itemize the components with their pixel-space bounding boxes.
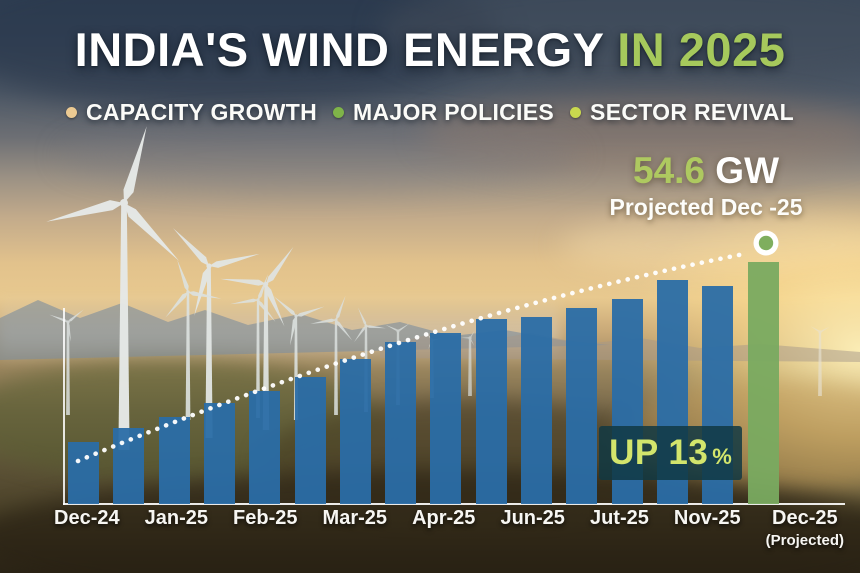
subtitle-label: MAJOR POLICIES [353, 99, 555, 125]
trend-dotted-line [75, 251, 747, 464]
bar [521, 317, 552, 504]
x-axis-label: Dec-25 (Projected) [765, 507, 844, 549]
x-axis-label: Jun-25 [500, 507, 565, 529]
subtitle-label: SECTOR REVIVAL [590, 99, 795, 125]
cloud [560, 215, 860, 275]
bar [249, 391, 281, 504]
bullet-dot-icon [333, 107, 345, 118]
growth-badge: UP 13 % [599, 426, 742, 480]
title-green-part: IN 2025 [617, 23, 786, 76]
y-axis-line [63, 308, 65, 505]
subtitle-item: MAJOR POLICIES [333, 99, 554, 126]
projected-annotation: 54.6 GW Projected Dec -25 [566, 150, 846, 221]
bullet-dot-icon [65, 107, 77, 118]
growth-badge-percent: % [712, 444, 732, 469]
x-axis-label: Nov-25 [673, 507, 741, 529]
projected-value-unit: GW [705, 150, 779, 191]
wind-turbine [46, 126, 180, 450]
projected-marker-dot [758, 235, 774, 251]
wind-turbine [165, 259, 222, 420]
x-axis-label-note: (Projected) [765, 532, 844, 549]
bar [339, 359, 371, 504]
bullet-dot-icon [570, 107, 582, 118]
x-axis-label: Jan-25 [144, 507, 209, 529]
page-title: INDIA'S WIND ENERGY IN 2025 [0, 22, 860, 77]
bar [430, 333, 462, 504]
wind-turbine [173, 228, 260, 438]
x-axis-label: Mar-25 [322, 507, 388, 529]
x-axis-line [63, 503, 845, 505]
growth-badge-text: UP 13 [609, 433, 709, 472]
subtitle-label: CAPACITY GROWTH [85, 99, 318, 125]
title-white-part: INDIA'S WIND ENERGY [74, 23, 618, 76]
bar [566, 308, 598, 504]
projected-value-number: 54.6 [633, 150, 706, 191]
x-axis-label: Feb-25 [233, 507, 298, 529]
projected-value: 54.6 GW [566, 150, 846, 192]
x-axis-label: Dec-24 [54, 507, 120, 529]
wind-turbine [230, 273, 276, 418]
wind-turbine [461, 330, 475, 396]
bar [385, 342, 417, 504]
cloud [60, 120, 580, 190]
wind-turbine [810, 326, 830, 396]
projected-bar [747, 262, 779, 504]
x-axis-labels: Dec-24 Jan-25 Feb-25 Mar-25 Apr-25 Jun-25 Jut-… [54, 507, 844, 549]
bar [203, 403, 235, 504]
x-axis-label: Jut-25 [589, 507, 649, 529]
subtitle-item: SECTOR REVIVAL [570, 99, 794, 126]
subtitle-item: CAPACITY GROWTH [65, 99, 318, 126]
cloud [420, 95, 860, 175]
bar [113, 428, 145, 504]
bar [475, 319, 507, 504]
bar [294, 377, 326, 504]
bar [158, 417, 190, 504]
x-axis-label: Apr-25 [412, 507, 476, 529]
subtitle: CAPACITY GROWTH MAJOR POLICIES SECTOR REVI… [0, 99, 860, 126]
projected-caption: Projected Dec -25 [609, 194, 803, 220]
wind-turbine [310, 295, 353, 415]
